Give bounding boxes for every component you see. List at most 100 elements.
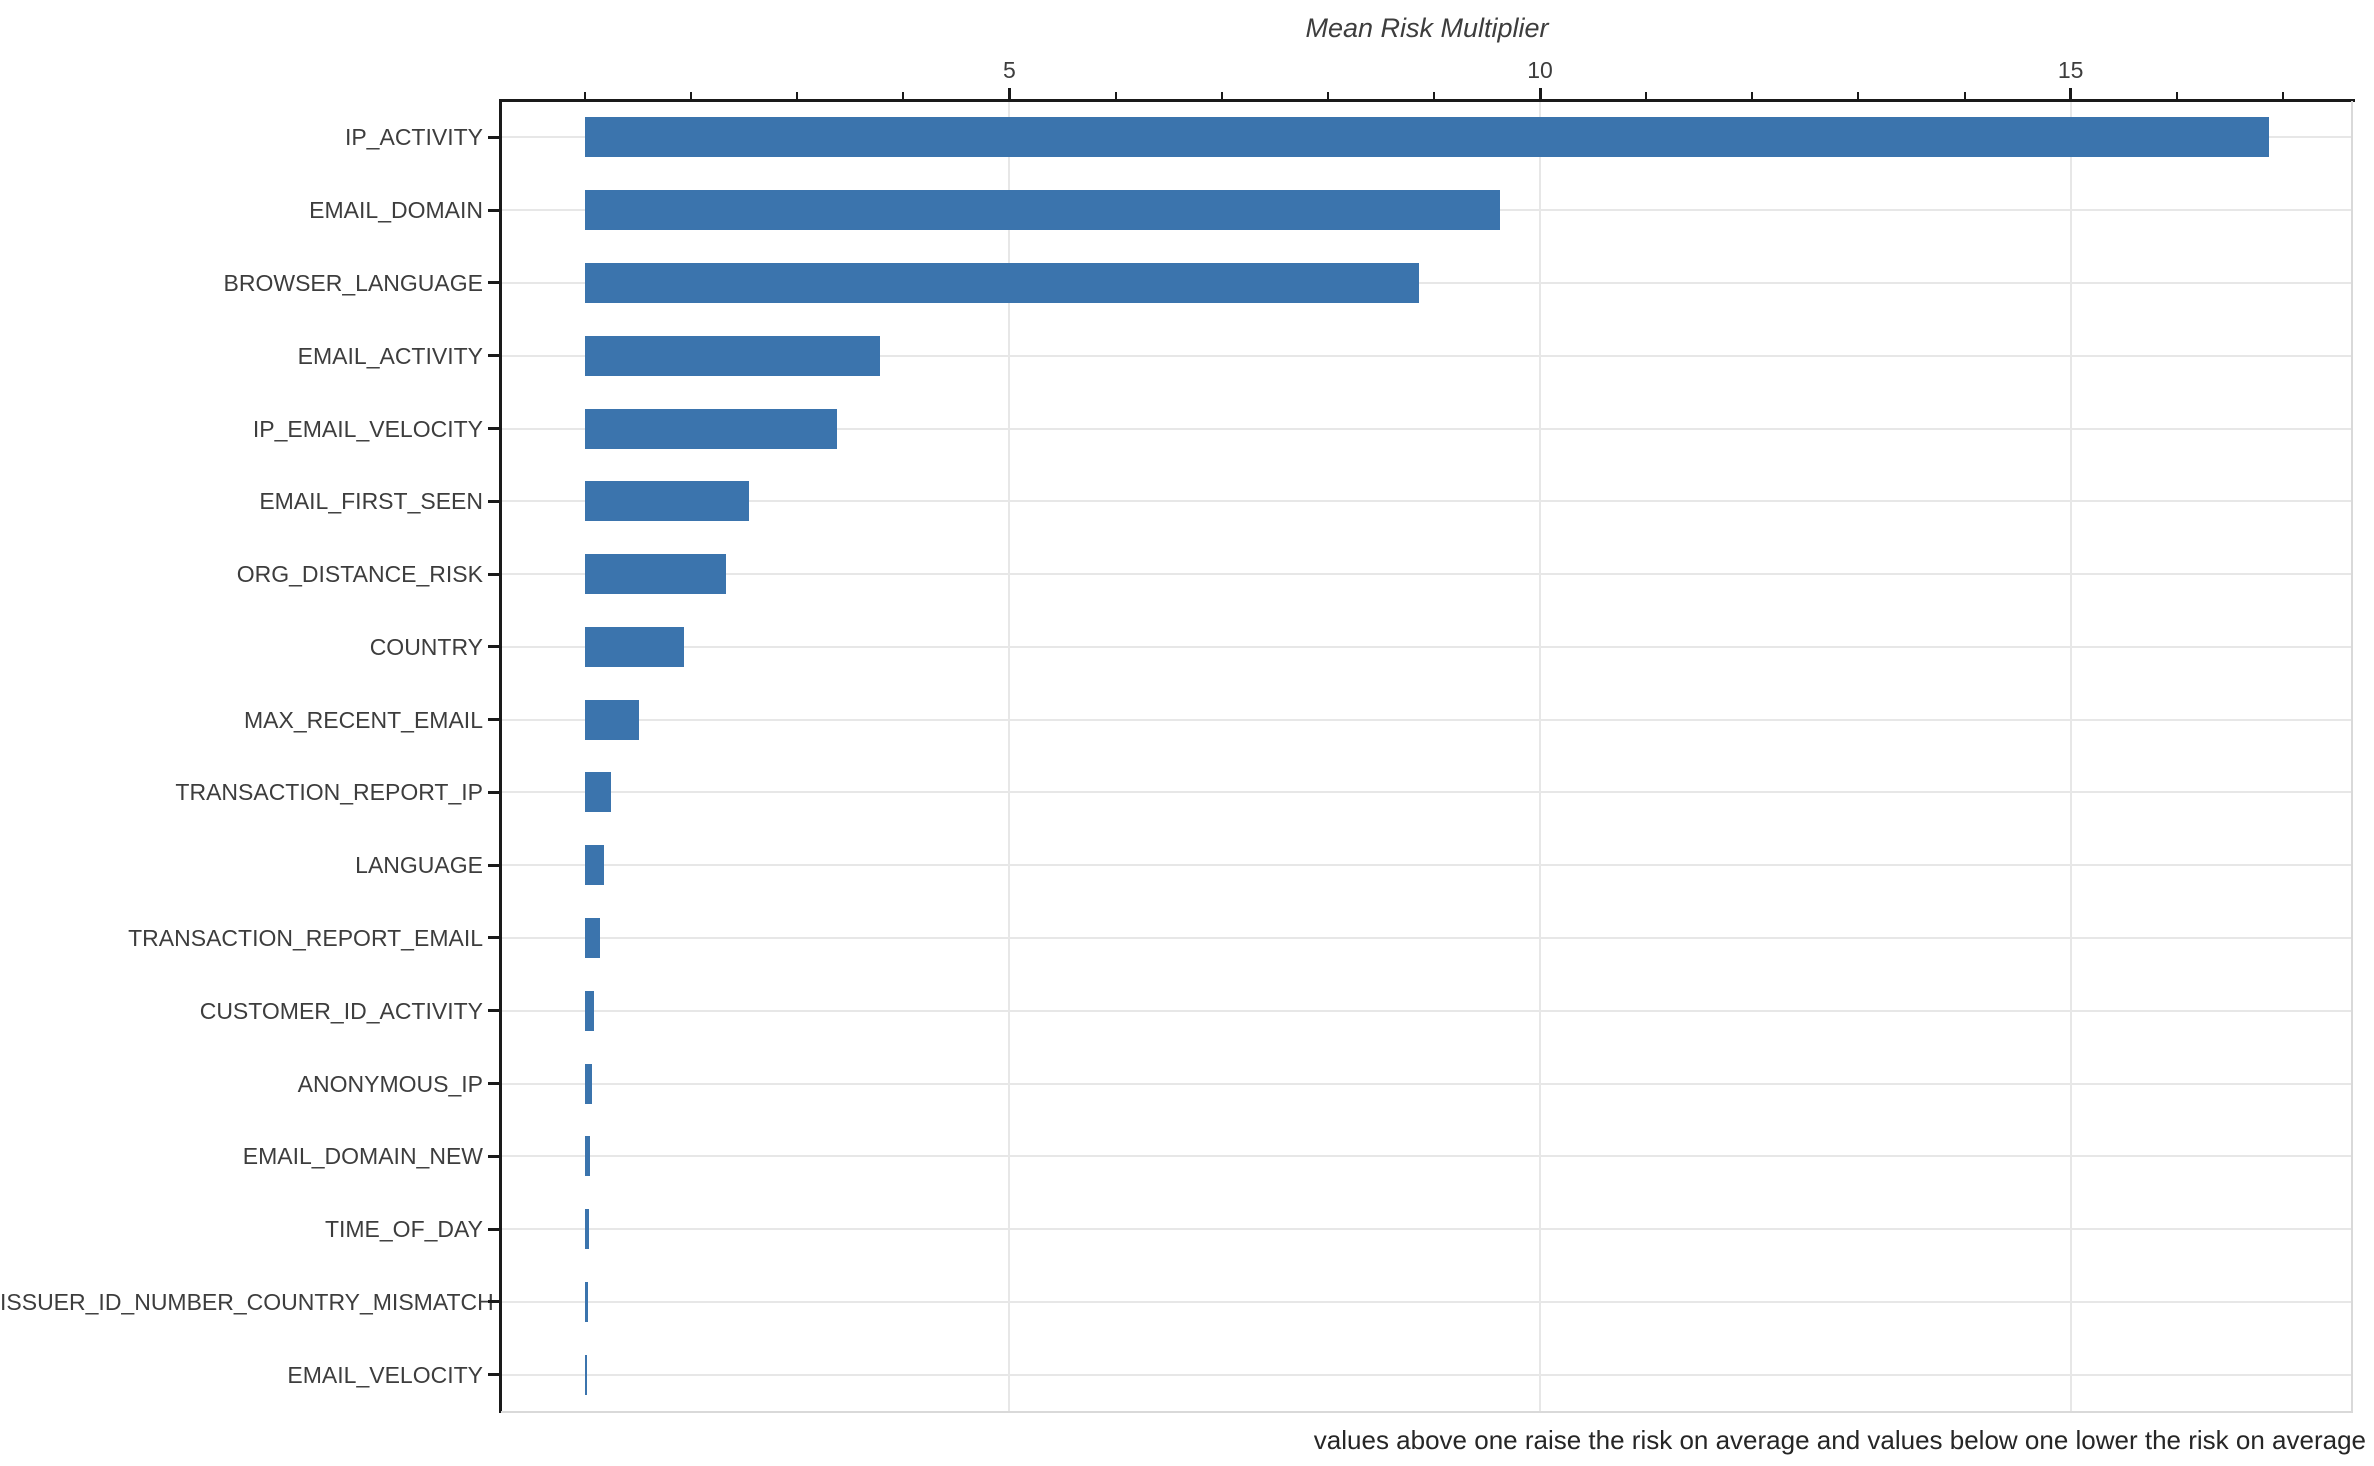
x-minor-tick (1114, 92, 1117, 101)
gridline-horizontal (501, 936, 2353, 939)
bar-email_first_seen (584, 481, 750, 522)
bar-time_of_day (584, 1209, 590, 1250)
bar-ip_activity (584, 117, 2270, 158)
y-tick (488, 1009, 501, 1013)
y-tick (488, 427, 501, 430)
y-tick (488, 572, 501, 576)
x-major-tick (1538, 88, 1542, 101)
y-axis-label-issuer_id_number_country_mismatch: ISSUER_ID_NUMBER_COUNTRY_MISMATCH (0, 1288, 494, 1315)
y-tick (488, 718, 501, 722)
bar-issuer_id_number_country_mismatch (584, 1281, 589, 1322)
y-axis-label-org_distance_risk: ORG_DISTANCE_RISK (236, 561, 483, 588)
axis-spine-bottom (501, 1411, 2353, 1413)
gridline-vertical (1008, 101, 1011, 1411)
bar-email_activity (584, 335, 880, 376)
gridline-horizontal (501, 1082, 2353, 1085)
bar-email_domain_new (584, 1136, 591, 1177)
axis-spine-left (499, 99, 502, 1413)
x-tick-label: 10 (1527, 57, 1553, 83)
x-minor-tick (689, 92, 692, 101)
axis-spine-right (2351, 101, 2353, 1411)
x-minor-tick (1857, 92, 1860, 101)
y-tick (488, 645, 501, 649)
y-tick (488, 354, 501, 358)
y-tick (488, 863, 501, 867)
gridline-horizontal (501, 1300, 2353, 1303)
y-axis-label-anonymous_ip: ANONYMOUS_IP (297, 1070, 483, 1097)
x-minor-tick (796, 92, 799, 101)
y-tick (488, 499, 501, 503)
bar-org_distance_risk (584, 554, 726, 595)
bar-language (584, 845, 604, 886)
y-axis-label-max_recent_email: MAX_RECENT_EMAIL (243, 706, 483, 733)
x-minor-tick (2281, 92, 2284, 101)
gridline-horizontal (501, 645, 2353, 648)
x-minor-tick (1645, 92, 1648, 101)
gridline-horizontal (501, 718, 2353, 721)
x-minor-tick (1432, 92, 1435, 101)
y-tick (488, 1300, 501, 1304)
y-tick (488, 135, 501, 139)
y-axis-label-email_first_seen: EMAIL_FIRST_SEEN (259, 488, 483, 515)
bar-email_velocity (584, 1354, 587, 1395)
y-axis-label-ip_email_velocity: IP_EMAIL_VELOCITY (252, 415, 483, 442)
gridline-horizontal (501, 427, 2353, 430)
plot-area (499, 99, 2355, 1413)
axis-spine-top (499, 99, 2355, 102)
chart-title: Mean Risk Multiplier (1305, 13, 1549, 43)
y-axis-label-email_velocity: EMAIL_VELOCITY (287, 1361, 483, 1388)
y-tick (488, 790, 501, 794)
footnote-caption: values above one raise the risk on avera… (1313, 1425, 2366, 1455)
bar-max_recent_email (584, 699, 639, 740)
x-minor-tick (583, 92, 586, 101)
x-major-tick (2069, 88, 2073, 101)
gridline-vertical (2069, 101, 2072, 1411)
y-axis-label-browser_language: BROWSER_LANGUAGE (223, 269, 483, 296)
gridline-horizontal (501, 573, 2353, 576)
y-axis-label-language: LANGUAGE (355, 852, 483, 879)
gridline-horizontal (501, 281, 2353, 284)
bar-email_domain (584, 190, 1500, 231)
gridline-horizontal (501, 500, 2353, 503)
x-minor-tick (902, 92, 905, 101)
gridline-horizontal (501, 354, 2353, 357)
y-axis-label-email_domain_new: EMAIL_DOMAIN_NEW (242, 1143, 483, 1170)
y-axis-label-customer_id_activity: CUSTOMER_ID_ACTIVITY (199, 997, 483, 1024)
y-axis-label-ip_activity: IP_ACTIVITY (344, 124, 483, 151)
x-tick-label: 5 (1002, 57, 1016, 83)
x-minor-tick (1963, 92, 1966, 101)
bar-customer_id_activity (584, 990, 595, 1031)
x-minor-tick (1751, 92, 1754, 101)
x-tick-label: 15 (2057, 57, 2084, 83)
gridline-horizontal (501, 1155, 2353, 1158)
bar-anonymous_ip (584, 1063, 593, 1104)
y-tick (488, 208, 501, 212)
bar-transaction_report_ip (584, 772, 612, 813)
y-tick (488, 281, 501, 285)
y-axis-label-transaction_report_ip: TRANSACTION_REPORT_IP (175, 779, 483, 806)
y-tick (488, 1154, 501, 1158)
y-axis-label-transaction_report_email: TRANSACTION_REPORT_EMAIL (128, 924, 483, 951)
gridline-vertical (1539, 101, 1542, 1411)
bar-transaction_report_email (584, 917, 600, 958)
y-axis-label-country: COUNTRY (369, 633, 483, 660)
bar-browser_language (584, 262, 1420, 303)
y-axis-label-email_domain: EMAIL_DOMAIN (309, 197, 483, 224)
y-axis-label-email_activity: EMAIL_ACTIVITY (297, 342, 483, 369)
x-minor-tick (1326, 92, 1329, 101)
gridline-horizontal (501, 1009, 2353, 1012)
y-tick (488, 1373, 501, 1377)
y-axis-label-time_of_day: TIME_OF_DAY (324, 1216, 483, 1243)
gridline-horizontal (501, 791, 2353, 794)
y-tick (488, 1082, 501, 1085)
gridline-horizontal (501, 1228, 2353, 1231)
bar-ip_email_velocity (584, 408, 838, 449)
x-major-tick (1007, 88, 1011, 101)
x-minor-tick (2175, 92, 2178, 101)
y-tick (488, 1227, 501, 1231)
bar-country (584, 626, 684, 667)
gridline-horizontal (501, 864, 2353, 867)
x-minor-tick (1220, 92, 1223, 101)
y-tick (488, 936, 501, 940)
